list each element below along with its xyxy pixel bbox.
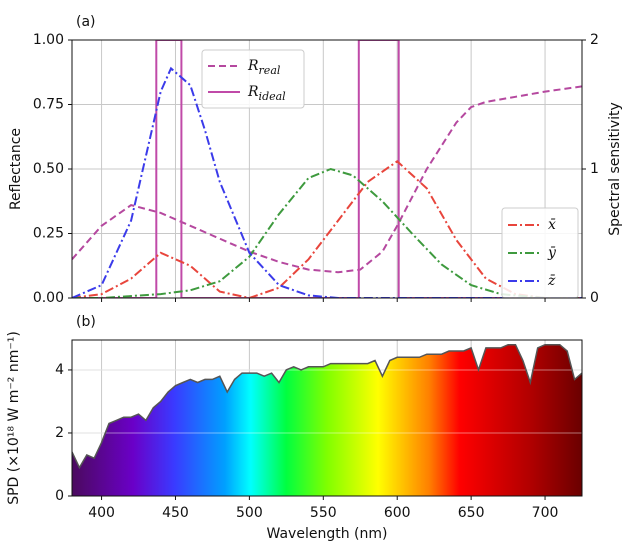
plot-frame	[71, 339, 583, 497]
x-tick-label: 550	[310, 505, 337, 521]
legend-name: ȳ	[547, 245, 557, 261]
legend-subscript: real	[259, 64, 281, 77]
y-tick-label: 0	[55, 488, 64, 504]
series-line	[72, 167, 582, 298]
legend-subscript: ideal	[259, 90, 287, 103]
y2-tick-label: 1	[590, 161, 599, 177]
legend-label: z̄	[547, 273, 556, 289]
x-axis-title: Wavelength (nm)	[267, 526, 388, 542]
plot-frame	[71, 39, 583, 299]
x-tick-label: 450	[162, 505, 189, 521]
y2-tick-label: 0	[590, 290, 599, 306]
spectrum-line	[72, 343, 582, 470]
series-line	[72, 85, 582, 274]
series-line	[72, 160, 582, 298]
y-tick-label: 0.25	[33, 226, 64, 242]
y-tick-label: 0.75	[33, 97, 64, 113]
y-tick-label: 2	[55, 425, 64, 441]
legend-name: R	[247, 84, 259, 100]
legend-label: Rreal	[247, 58, 281, 77]
legend-label: Rideal	[247, 84, 286, 103]
legend-name: x̄	[548, 217, 556, 233]
y2-tick-label: 2	[590, 32, 599, 48]
legend-label: x̄	[548, 217, 556, 233]
y-axis-title: Reflectance	[8, 128, 24, 210]
series-line	[72, 66, 582, 298]
plot-area	[72, 343, 582, 496]
y2-axis-title: Spectral sensitivity	[607, 102, 623, 236]
y-tick-label: 1.00	[33, 32, 64, 48]
x-tick-label: 650	[458, 505, 485, 521]
spectrum-fill	[72, 344, 582, 496]
legend-label: ȳ	[547, 245, 557, 261]
y-axis-title: SPD (×10¹⁸ W m⁻² nm⁻¹)	[6, 331, 22, 505]
panel-label: (a)	[76, 14, 96, 30]
y-tick-label: 4	[55, 362, 64, 378]
plot-area	[72, 40, 582, 298]
x-tick-label: 500	[236, 505, 263, 521]
legend-box	[201, 49, 305, 109]
x-tick-label: 600	[384, 505, 411, 521]
series-line	[72, 40, 582, 298]
legend-name: R	[247, 58, 259, 74]
x-tick-label: 700	[532, 505, 559, 521]
y-tick-label: 0.00	[33, 290, 64, 306]
legend-name: z̄	[547, 273, 556, 289]
y-tick-label: 0.50	[33, 161, 64, 177]
panel-label: (b)	[76, 314, 96, 330]
x-tick-label: 400	[88, 505, 115, 521]
